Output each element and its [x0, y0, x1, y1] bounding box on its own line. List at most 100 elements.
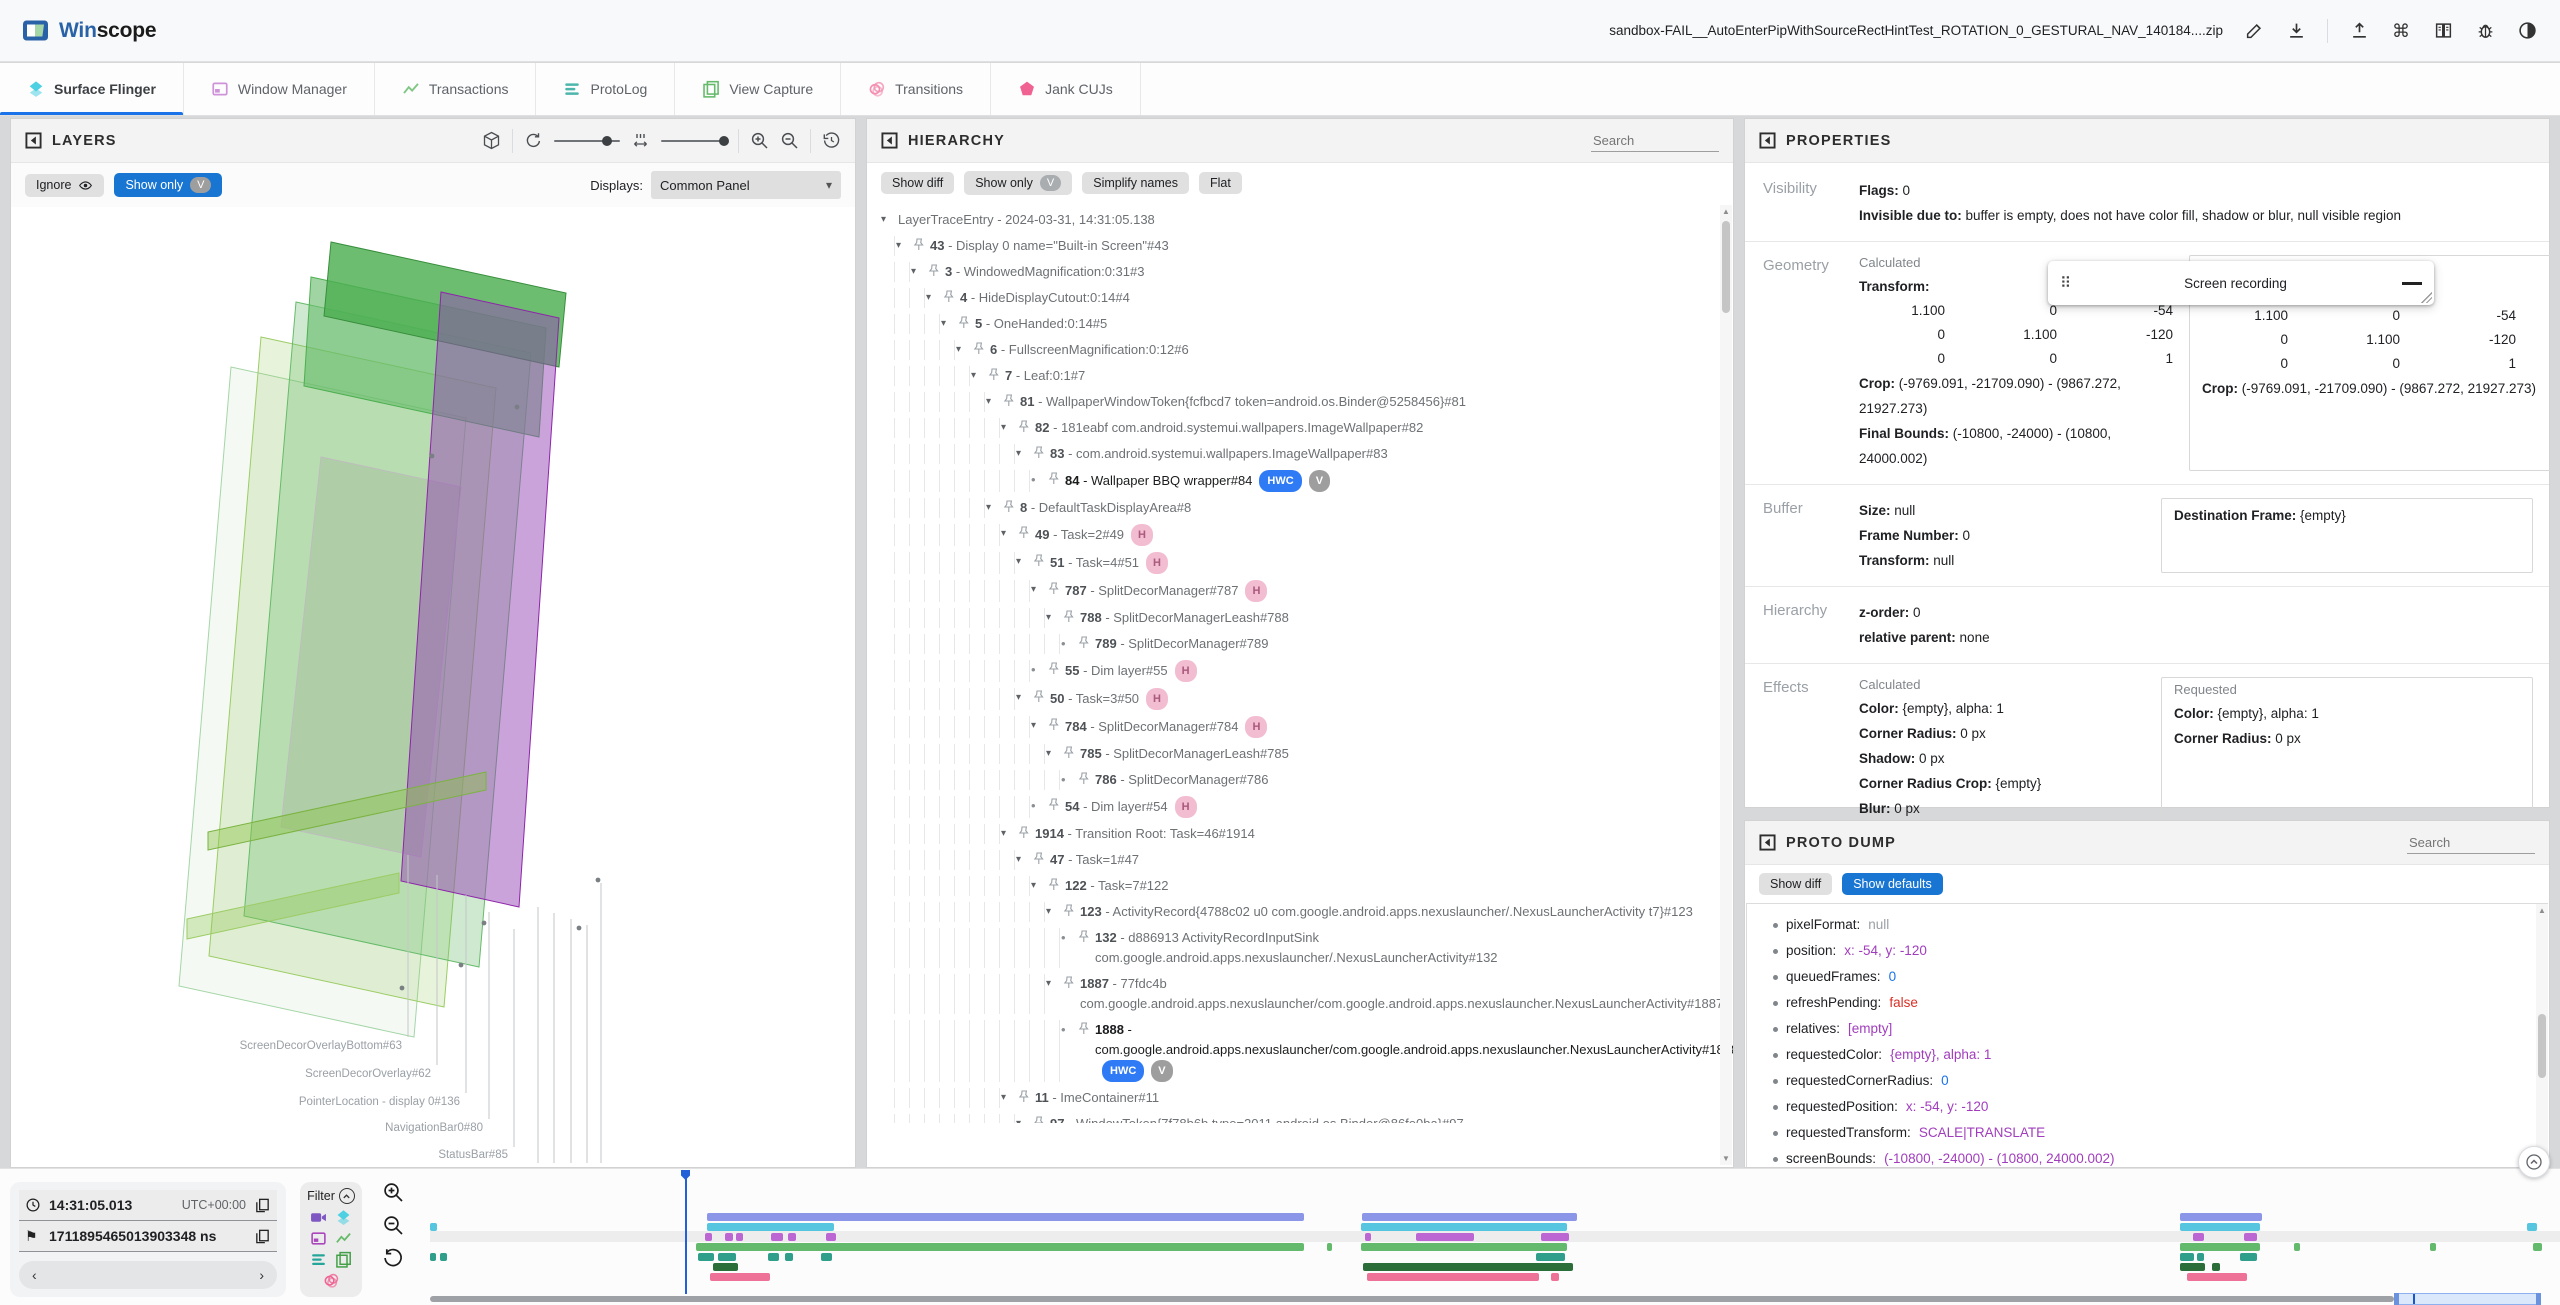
expand-arrow-icon[interactable]: ▾: [896, 240, 902, 251]
tree-node-97[interactable]: ▾ 97 - WindowToken{7f78b6b type=2011 andr…: [867, 1111, 1733, 1123]
collapse-panel-button[interactable]: [2518, 1146, 2550, 1178]
expand-arrow-icon[interactable]: ▾: [971, 370, 977, 381]
tree-node-51[interactable]: ▾ 51 - Task=4#51 H: [867, 549, 1733, 577]
pin-icon[interactable]: [1003, 392, 1020, 407]
resize-handle[interactable]: [2421, 292, 2432, 303]
tree-node-1887[interactable]: ▾ 1887 - 77fdc4b com.google.android.apps.…: [867, 971, 1733, 1017]
ignore-toggle[interactable]: Ignore: [25, 173, 105, 197]
scroll-up-icon[interactable]: ▲: [1722, 207, 1730, 216]
proto-row-queuedFrames[interactable]: queuedFrames: 0: [1773, 964, 2548, 990]
tab-view-capture[interactable]: View Capture: [675, 63, 842, 115]
pin-icon[interactable]: [988, 366, 1005, 381]
timeline-reset-zoom-icon[interactable]: [382, 1247, 406, 1271]
timeline-zoom-out-icon[interactable]: [382, 1214, 406, 1238]
tree-node-788[interactable]: ▾ 788 - SplitDecorManagerLeash#788: [867, 605, 1733, 631]
panel-drag-icon[interactable]: [25, 132, 42, 149]
tree-node-786[interactable]: • 786 - SplitDecorManager#786: [867, 767, 1733, 793]
pin-icon[interactable]: [1018, 1088, 1035, 1103]
bug-report-icon[interactable]: [2474, 20, 2496, 42]
3d-view-icon[interactable]: [482, 131, 501, 150]
pin-icon[interactable]: [1048, 716, 1065, 731]
expand-arrow-icon[interactable]: ▾: [1001, 828, 1007, 839]
tree-node-4[interactable]: ▾ 4 - HideDisplayCutout:0:14#4: [867, 285, 1733, 311]
expand-arrow-icon[interactable]: ▾: [1001, 528, 1007, 539]
tab-surface-flinger[interactable]: Surface Flinger: [0, 63, 184, 115]
expand-arrow-icon[interactable]: ▾: [1031, 880, 1037, 891]
tree-node-81[interactable]: ▾ 81 - WallpaperWindowToken{fcfbcd7 token…: [867, 389, 1733, 415]
tree-node-1888[interactable]: • 1888 - com.google.android.apps.nexuslau…: [867, 1017, 1733, 1085]
tree-node-122[interactable]: ▾ 122 - Task=7#122: [867, 873, 1733, 899]
pin-icon[interactable]: [1048, 796, 1065, 811]
edit-icon[interactable]: [2243, 20, 2265, 42]
collapse-filter-icon[interactable]: [338, 1188, 355, 1204]
show-diff-toggle[interactable]: Show diff: [1759, 873, 1833, 895]
expand-arrow-icon[interactable]: ▾: [986, 396, 992, 407]
selection-right-handle[interactable]: [2536, 1293, 2541, 1305]
zoom-in-icon[interactable]: [750, 131, 769, 150]
tree-node-root[interactable]: ▾ LayerTraceEntry - 2024-03-31, 14:31:05.…: [867, 207, 1733, 233]
pin-icon[interactable]: [973, 340, 990, 355]
pin-icon[interactable]: [1018, 824, 1035, 839]
show-only-toggle[interactable]: Show only V: [114, 173, 223, 197]
pin-icon[interactable]: [1048, 660, 1065, 675]
timeline-scrollbar[interactable]: [430, 1296, 2394, 1302]
expand-arrow-icon[interactable]: ▾: [1046, 978, 1052, 989]
screen-recording-window[interactable]: ⠿ Screen recording: [2048, 261, 2434, 305]
tree-node-3[interactable]: ▾ 3 - WindowedMagnification:0:31#3: [867, 259, 1733, 285]
tab-protolog[interactable]: ProtoLog: [536, 63, 676, 115]
documentation-icon[interactable]: [2432, 20, 2454, 42]
tree-node-55[interactable]: • 55 - Dim layer#55 H: [867, 657, 1733, 685]
timeline-cursor[interactable]: [685, 1172, 687, 1294]
zoom-out-icon[interactable]: [780, 131, 799, 150]
show-defaults-toggle[interactable]: Show defaults: [1842, 873, 1943, 895]
expand-arrow-icon[interactable]: ▾: [1046, 612, 1052, 623]
pin-icon[interactable]: [913, 236, 930, 251]
expand-arrow-icon[interactable]: ▾: [1016, 556, 1022, 567]
scroll-down-icon[interactable]: ▼: [1722, 1154, 1730, 1163]
filter-vc[interactable]: [335, 1251, 352, 1268]
expand-arrow-icon[interactable]: ▾: [1031, 720, 1037, 731]
next-entry-button[interactable]: ›: [259, 1267, 264, 1283]
hierarchy-search-input[interactable]: [1591, 129, 1719, 152]
pin-icon[interactable]: [1048, 876, 1065, 891]
proto-row-position[interactable]: position: x: -54, y: -120: [1773, 938, 2548, 964]
spacing-slider[interactable]: [661, 135, 729, 146]
expand-arrow-icon[interactable]: ▾: [941, 318, 947, 329]
dark-mode-icon[interactable]: [2516, 20, 2538, 42]
proto-row-relatives[interactable]: relatives: [empty]: [1773, 1016, 2548, 1042]
tree-node-6[interactable]: ▾ 6 - FullscreenMagnification:0:12#6: [867, 337, 1733, 363]
pin-icon[interactable]: [1033, 552, 1050, 567]
show-only-toggle[interactable]: Show only V: [964, 171, 1073, 195]
tab-transactions[interactable]: Transactions: [375, 63, 537, 115]
tree-node-84[interactable]: • 84 - Wallpaper BBQ wrapper#84 HWC V: [867, 467, 1733, 495]
simplify-names-toggle[interactable]: Simplify names: [1082, 172, 1189, 194]
expand-arrow-icon[interactable]: ▾: [1016, 1114, 1033, 1123]
tree-node-8[interactable]: ▾ 8 - DefaultTaskDisplayArea#8: [867, 495, 1733, 521]
flat-toggle[interactable]: Flat: [1198, 172, 1242, 194]
timeline-tracks-canvas[interactable]: [430, 1169, 2560, 1305]
pin-icon[interactable]: [1078, 770, 1095, 785]
filter-sf[interactable]: [335, 1209, 352, 1226]
expand-arrow-icon[interactable]: ▾: [881, 214, 887, 225]
tree-node-5[interactable]: ▾ 5 - OneHanded:0:14#5: [867, 311, 1733, 337]
tree-node-787[interactable]: ▾ 787 - SplitDecorManager#787 H: [867, 577, 1733, 605]
pin-icon[interactable]: [1033, 688, 1050, 703]
pin-icon[interactable]: [958, 314, 975, 329]
tree-node-54[interactable]: • 54 - Dim layer#54 H: [867, 793, 1733, 821]
selection-left-handle[interactable]: [2394, 1293, 2399, 1305]
reset-view-icon[interactable]: [822, 131, 841, 150]
scroll-up-icon[interactable]: ▲: [2538, 906, 2546, 915]
panel-drag-icon[interactable]: [881, 132, 898, 149]
tab-transitions[interactable]: Transitions: [841, 63, 992, 115]
proto-row-requestedColor[interactable]: requestedColor: {empty}, alpha: 1: [1773, 1042, 2548, 1068]
tree-node-49[interactable]: ▾ 49 - Task=2#49 H: [867, 521, 1733, 549]
rotation-slider[interactable]: [554, 135, 620, 146]
panel-drag-icon[interactable]: [1759, 132, 1776, 149]
expand-arrow-icon[interactable]: ▾: [1031, 584, 1037, 595]
pin-icon[interactable]: [1033, 444, 1050, 459]
pin-icon[interactable]: [1033, 850, 1050, 865]
tree-node-785[interactable]: ▾ 785 - SplitDecorManagerLeash#785: [867, 741, 1733, 767]
pin-icon[interactable]: [1018, 418, 1035, 433]
pin-icon[interactable]: [1063, 974, 1080, 989]
proto-scrollbar[interactable]: ▲: [2536, 904, 2548, 1167]
